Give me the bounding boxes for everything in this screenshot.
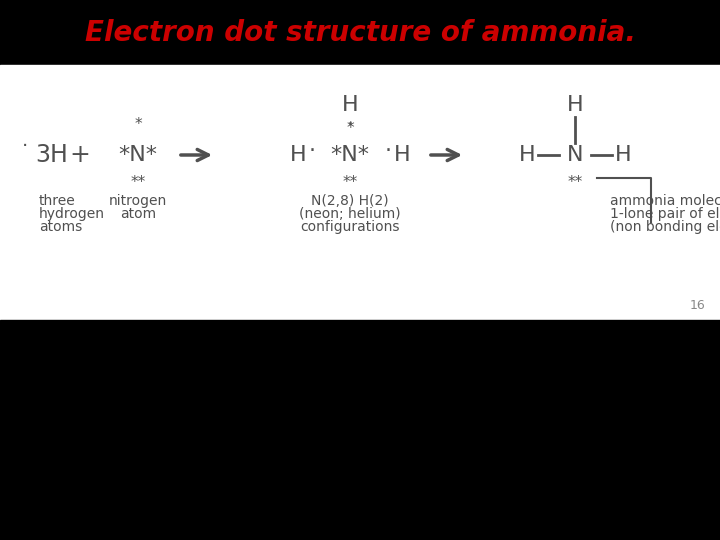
- Text: H: H: [518, 145, 535, 165]
- Text: three: three: [39, 194, 76, 208]
- Text: (neon; helium): (neon; helium): [300, 207, 401, 221]
- Text: 3H: 3H: [35, 143, 68, 167]
- Text: ·: ·: [22, 138, 28, 157]
- Text: *N*: *N*: [119, 145, 158, 165]
- Text: 1-lone pair of electrons: 1-lone pair of electrons: [610, 207, 720, 221]
- Text: N: N: [567, 145, 583, 165]
- Bar: [0, 65, 720, 320]
- Bar: [0, 0, 720, 65]
- Text: H: H: [567, 95, 583, 115]
- Text: +: +: [70, 143, 91, 167]
- Text: (non bonding electrons): (non bonding electrons): [610, 220, 720, 234]
- Text: H: H: [342, 95, 359, 115]
- Text: 16: 16: [689, 299, 705, 312]
- Text: H: H: [289, 145, 306, 165]
- Text: *N*: *N*: [330, 145, 369, 165]
- Text: ·: ·: [384, 141, 392, 161]
- Text: **: **: [130, 174, 145, 190]
- Text: atom: atom: [120, 207, 156, 221]
- Text: *: *: [134, 118, 142, 132]
- Text: **: **: [343, 174, 358, 190]
- Text: N(2,8) H(2): N(2,8) H(2): [311, 194, 389, 208]
- Bar: [0, 320, 720, 540]
- Text: ·: ·: [308, 141, 315, 161]
- Text: hydrogen: hydrogen: [39, 207, 105, 221]
- Text: ammonia molecule: ammonia molecule: [610, 194, 720, 208]
- Text: atoms: atoms: [39, 220, 82, 234]
- Text: H: H: [615, 145, 631, 165]
- Text: Electron dot structure of ammonia.: Electron dot structure of ammonia.: [84, 19, 636, 47]
- Text: nitrogen: nitrogen: [109, 194, 167, 208]
- Text: H: H: [394, 145, 410, 165]
- Text: **: **: [567, 174, 582, 190]
- Text: configurations: configurations: [300, 220, 400, 234]
- Text: .: .: [346, 109, 354, 129]
- Text: *: *: [346, 120, 354, 136]
